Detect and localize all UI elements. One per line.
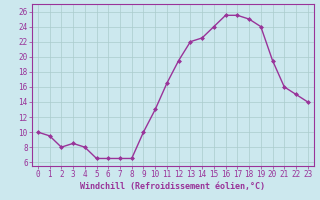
X-axis label: Windchill (Refroidissement éolien,°C): Windchill (Refroidissement éolien,°C) <box>80 182 265 191</box>
